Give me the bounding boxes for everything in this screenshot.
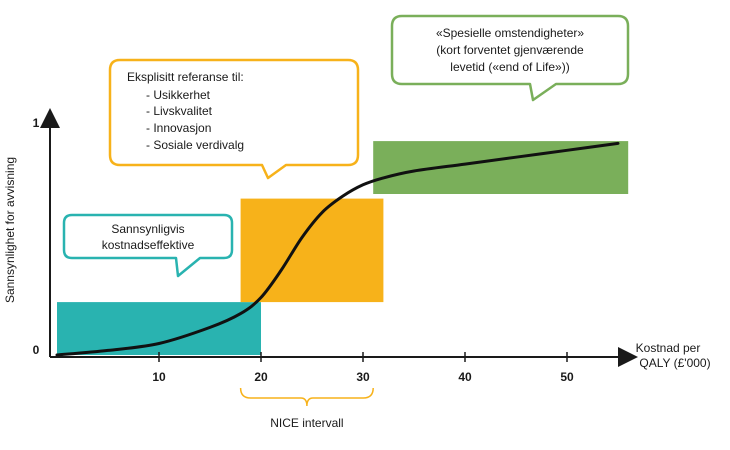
x-tick-label-30: 30 [356,370,370,384]
callout-orange-title: Eksplisitt referanse til: [127,70,244,84]
y-axis-label: Sannsynlighet for avvisning [3,157,17,303]
callout-green-line-2: (kort forventet gjenværende [436,43,584,57]
region-cost-effective [57,302,261,355]
callout-explicit-reference: Eksplisitt referanse til: - Usikkerhet -… [108,58,360,180]
callout-end-of-life: «Spesielle omstendigheter» (kort forvent… [390,14,630,102]
y-tick-label-1: 1 [33,116,40,130]
callout-green-line-3: levetid («end of Life»)) [450,60,569,74]
nice-interval-label: NICE intervall [270,416,343,430]
y-tick-label-0: 0 [33,343,40,357]
callout-orange-item-3: - Innovasjon [146,121,211,135]
callout-cost-effective: Sannsynligvis kostnadseffektive [62,213,234,278]
callout-green-line-1: «Spesielle omstendigheter» [436,26,584,40]
x-tick-label-50: 50 [560,370,574,384]
callout-orange-item-1: - Usikkerhet [146,88,211,102]
callout-orange-item-2: - Livskvalitet [146,104,213,118]
x-axis-label-line2: QALY (£'000) [639,356,710,370]
x-axis-label-line1: Kostnad per [636,341,701,355]
callout-orange-item-4: - Sosiale verdivalg [146,138,244,152]
callout-teal-line-1: Sannsynligvis [111,222,184,236]
x-tick-label-10: 10 [152,370,166,384]
nice-interval-bracket [239,387,374,407]
region-nice-interval [240,198,384,303]
x-tick-label-20: 20 [254,370,268,384]
rejection-probability-curve [55,141,620,357]
region-end-of-life [373,141,629,194]
x-tick-label-40: 40 [458,370,472,384]
callout-teal-line-2: kostnadseffektive [102,238,195,252]
